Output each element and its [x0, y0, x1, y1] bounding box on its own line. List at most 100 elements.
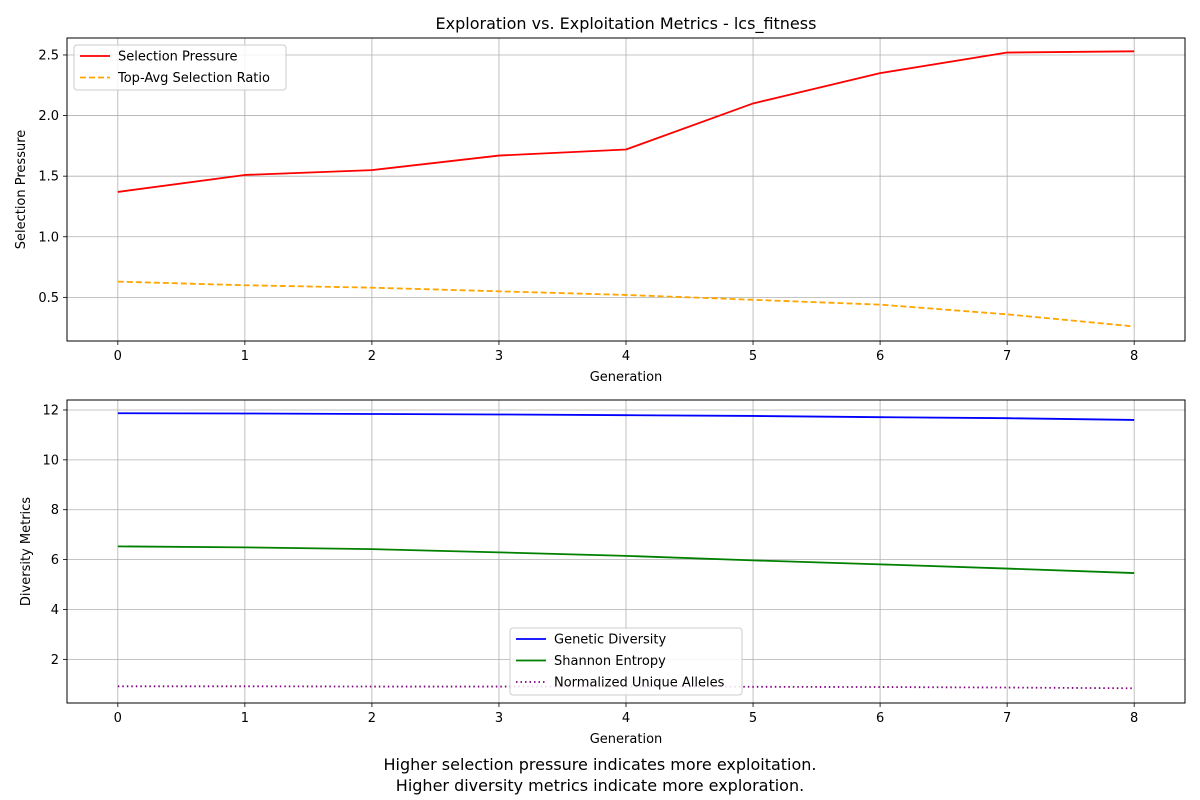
- data-point: [242, 172, 247, 177]
- y-axis-label: Diversity Metrics: [19, 497, 34, 606]
- caption-line-1: Higher selection pressure indicates more…: [383, 755, 817, 774]
- plot-frame: [66, 37, 1186, 342]
- data-point: [624, 413, 629, 418]
- x-tick-label: 1: [241, 349, 249, 364]
- data-point: [878, 71, 883, 76]
- series-line-2: [117, 280, 1135, 328]
- x-tick-label: 0: [114, 711, 122, 726]
- legend-box: [73, 44, 287, 91]
- figure: Exploration vs. Exploitation Metrics - l…: [14, 14, 1186, 747]
- x-tick-label: 5: [749, 349, 757, 364]
- data-point: [1132, 417, 1137, 422]
- data-point: [115, 544, 120, 549]
- data-point: [496, 550, 501, 555]
- data-point: [1005, 416, 1010, 421]
- x-tick-label: 3: [495, 349, 503, 364]
- y-tick-label: 1.0: [38, 230, 59, 245]
- data-point: [115, 684, 120, 689]
- data-point: [496, 412, 501, 417]
- data-point: [1005, 50, 1010, 55]
- series-line-2: [117, 545, 1135, 574]
- data-point: [624, 553, 629, 558]
- data-point: [1132, 324, 1137, 329]
- data-point: [624, 292, 629, 297]
- data-point: [115, 189, 120, 194]
- y-tick-label: 6: [51, 553, 59, 568]
- y-tick-label: 2.5: [38, 48, 59, 63]
- x-tick-label: 3: [495, 711, 503, 726]
- data-point: [751, 684, 756, 689]
- data-point: [751, 297, 756, 302]
- data-point: [1132, 686, 1137, 691]
- data-point: [369, 285, 374, 290]
- legend-label: Shannon Entropy: [554, 654, 666, 669]
- chart-panel-1: 0 1 2 3 4 5 6 7 8 0.5 1.0 1.5 2.0 2.5 Generation Select…: [14, 37, 1186, 385]
- data-point: [369, 168, 374, 173]
- data-point: [115, 411, 120, 416]
- data-point: [496, 289, 501, 294]
- data-point: [1132, 49, 1137, 54]
- data-point: [751, 101, 756, 106]
- x-tick-label: 8: [1130, 711, 1138, 726]
- caption-line-2: Higher diversity metrics indicate more e…: [395, 776, 805, 795]
- x-tick-label: 4: [622, 349, 630, 364]
- data-point: [115, 279, 120, 284]
- data-point: [624, 147, 629, 152]
- y-tick-label: 12: [42, 403, 59, 418]
- x-tick-label: 0: [114, 349, 122, 364]
- x-tick-label: 6: [876, 349, 884, 364]
- series-line-1: [117, 50, 1135, 193]
- data-point: [751, 558, 756, 563]
- y-tick-label: 1.5: [38, 170, 59, 185]
- x-tick-label: 7: [1003, 711, 1011, 726]
- y-tick-label: 4: [51, 603, 59, 618]
- x-axis-label: Generation: [590, 370, 663, 385]
- data-point: [369, 547, 374, 552]
- data-point: [878, 562, 883, 567]
- x-tick-label: 5: [749, 711, 757, 726]
- legend-label: Genetic Diversity: [554, 633, 666, 648]
- legend: Selection Pressure Top-Avg Selection Rati…: [73, 44, 287, 91]
- legend-label: Normalized Unique Alleles: [554, 676, 725, 691]
- y-tick-label: 2: [51, 653, 59, 668]
- y-tick-label: 0.5: [38, 291, 59, 306]
- y-tick-label: 8: [51, 503, 59, 518]
- data-point: [496, 153, 501, 158]
- data-point: [878, 302, 883, 307]
- y-tick-label: 2.0: [38, 109, 59, 124]
- y-tick-label: 10: [42, 453, 59, 468]
- plot-frame: [66, 399, 1186, 704]
- data-point: [242, 684, 247, 689]
- x-tick-label: 1: [241, 711, 249, 726]
- data-point: [1005, 685, 1010, 690]
- legend-box: [509, 627, 743, 696]
- figure-caption: Higher selection pressure indicates more…: [0, 754, 1200, 796]
- data-point: [369, 684, 374, 689]
- x-tick-label: 2: [368, 349, 376, 364]
- data-point: [1005, 312, 1010, 317]
- data-point: [242, 545, 247, 550]
- data-point: [242, 283, 247, 288]
- legend-label: Top-Avg Selection Ratio: [117, 71, 270, 86]
- x-tick-label: 2: [368, 711, 376, 726]
- series-line-3: [117, 685, 1135, 690]
- data-point: [1132, 571, 1137, 576]
- series-line-1: [117, 412, 1135, 421]
- data-point: [496, 684, 501, 689]
- data-point: [1005, 566, 1010, 571]
- figure-title: Exploration vs. Exploitation Metrics - l…: [436, 14, 817, 34]
- data-point: [242, 411, 247, 416]
- legend-label: Selection Pressure: [118, 50, 238, 65]
- data-point: [369, 411, 374, 416]
- y-axis-label: Selection Pressure: [14, 130, 29, 250]
- x-tick-label: 4: [622, 711, 630, 726]
- x-tick-label: 8: [1130, 349, 1138, 364]
- data-point: [751, 413, 756, 418]
- data-point: [878, 685, 883, 690]
- data-point: [878, 415, 883, 420]
- legend: Genetic Diversity Shannon Entropy Normaliz…: [509, 627, 743, 696]
- x-tick-label: 6: [876, 711, 884, 726]
- x-tick-label: 7: [1003, 349, 1011, 364]
- x-axis-label: Generation: [590, 732, 663, 747]
